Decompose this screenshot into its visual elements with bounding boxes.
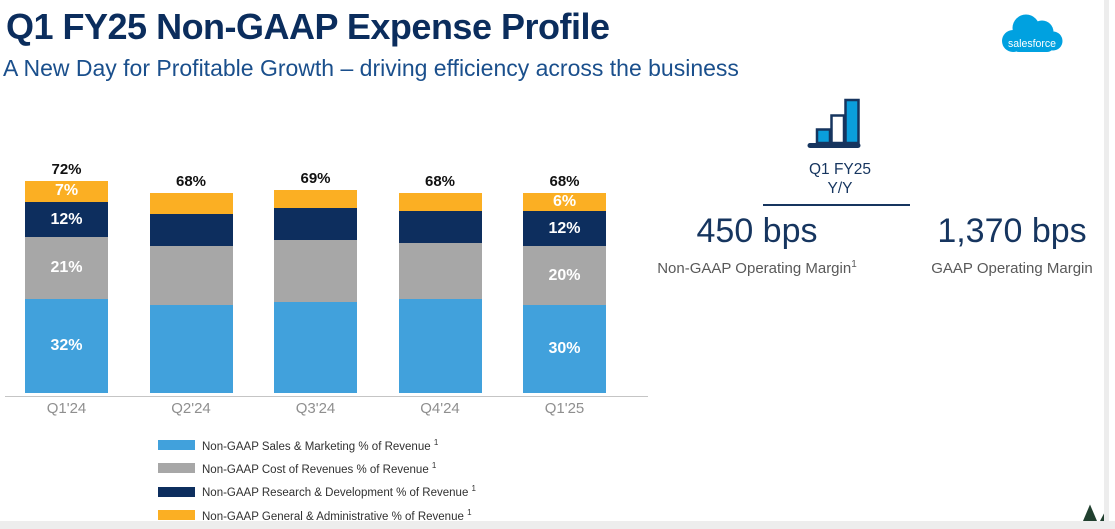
bar-segment: 12% [25,201,108,238]
bar-segment: 7% [25,181,108,202]
bar-segment [149,213,233,246]
bar-segment [398,299,482,394]
page-subtitle: A New Day for Profitable Growth – drivin… [3,55,739,81]
bar-segment: 20% [523,245,606,305]
stacked-bar-Q2'24 [149,192,233,394]
kpi-label-gaap: GAAP Operating Margin [898,259,1115,277]
kpi-divider-line [763,204,910,206]
bar-segment: 12% [523,210,606,246]
stacked-bar-Q3'24 [274,189,357,394]
stacked-bar-Q1'24: 7% 12% 21% 32% [25,181,108,394]
bar-segment [149,304,233,394]
salesforce-logo-text: salesforce [1008,38,1056,50]
legend-label: Non-GAAP Research & Development % of Rev… [202,484,476,500]
kpi-label-text: GAAP Operating Margin [931,260,1093,277]
kpi-label-non-gaap: Non-GAAP Operating Margin1 [627,259,887,277]
footnote-superscript: 1 [433,437,439,447]
legend-label: Non-GAAP Cost of Revenues % of Revenue 1 [202,460,437,476]
x-axis-label: Q2'24 [171,400,211,417]
bar-total-label: 69% [300,169,331,187]
bar-segment [398,243,482,300]
legend-swatch [158,510,195,521]
bar-segment: 6% [523,192,606,211]
x-axis-label: Q3'24 [295,400,336,417]
bar-segment [274,240,357,302]
bar-segment: 32% [25,299,108,394]
bar-total-label: 72% [51,161,82,179]
bar-segment [274,302,357,394]
legend-label: Non-GAAP Sales & Marketing % of Revenue … [202,437,439,453]
bar-total-label: 68% [549,172,580,190]
bar-total-label: 68% [424,172,456,190]
kpi-label-text: Non-GAAP Operating Margin [657,260,852,277]
x-axis-line [5,396,648,397]
legend-item: Non-GAAP Sales & Marketing % of Revenue … [158,437,439,453]
right-edge-strip [1104,0,1109,529]
bar-segment: 30% [523,304,606,394]
footnote-superscript: 1 [851,259,857,270]
legend-swatch [158,486,195,497]
footnote-superscript: 1 [467,507,472,517]
footnote-superscript: 1 [471,484,476,494]
x-axis-label: Q1'24 [46,400,87,417]
growth-bars-icon [807,98,861,148]
bar-segment [274,189,357,208]
bar-segment [398,210,482,244]
legend-item: Non-GAAP Cost of Revenues % of Revenue 1 [158,460,437,476]
bar-segment: 21% [25,237,108,300]
bar-segment [149,245,233,305]
bar-total-label: 68% [175,172,207,190]
legend-swatch [158,440,195,450]
bar-segment [149,192,233,214]
salesforce-logo: salesforce [1002,14,1063,52]
kpi-period: Q1 FY25 [808,161,872,178]
x-axis-label: Q1'25 [544,400,585,417]
kpi-comparison: Y/Y [827,180,853,197]
legend-item: Non-GAAP Research & Development % of Rev… [158,484,476,500]
legend-label: Non-GAAP General & Administrative % of R… [202,507,472,523]
bottom-edge-strip [0,521,1115,529]
x-axis-label: Q4'24 [420,400,460,417]
bar-segment [274,207,357,241]
kpi-value-gaap: 1,370 bps [937,212,1087,250]
page-title: Q1 FY25 Non-GAAP Expense Profile [6,6,610,47]
bar-segment [398,192,482,211]
kpi-value-non-gaap: 450 bps [696,212,818,250]
stacked-bar-Q1'25: 6% 12% 20% 30% [523,192,606,394]
legend-item: Non-GAAP General & Administrative % of R… [158,507,472,523]
stacked-bar-Q4'24 [398,192,482,394]
legend-swatch [158,463,195,474]
footnote-superscript: 1 [431,460,437,470]
